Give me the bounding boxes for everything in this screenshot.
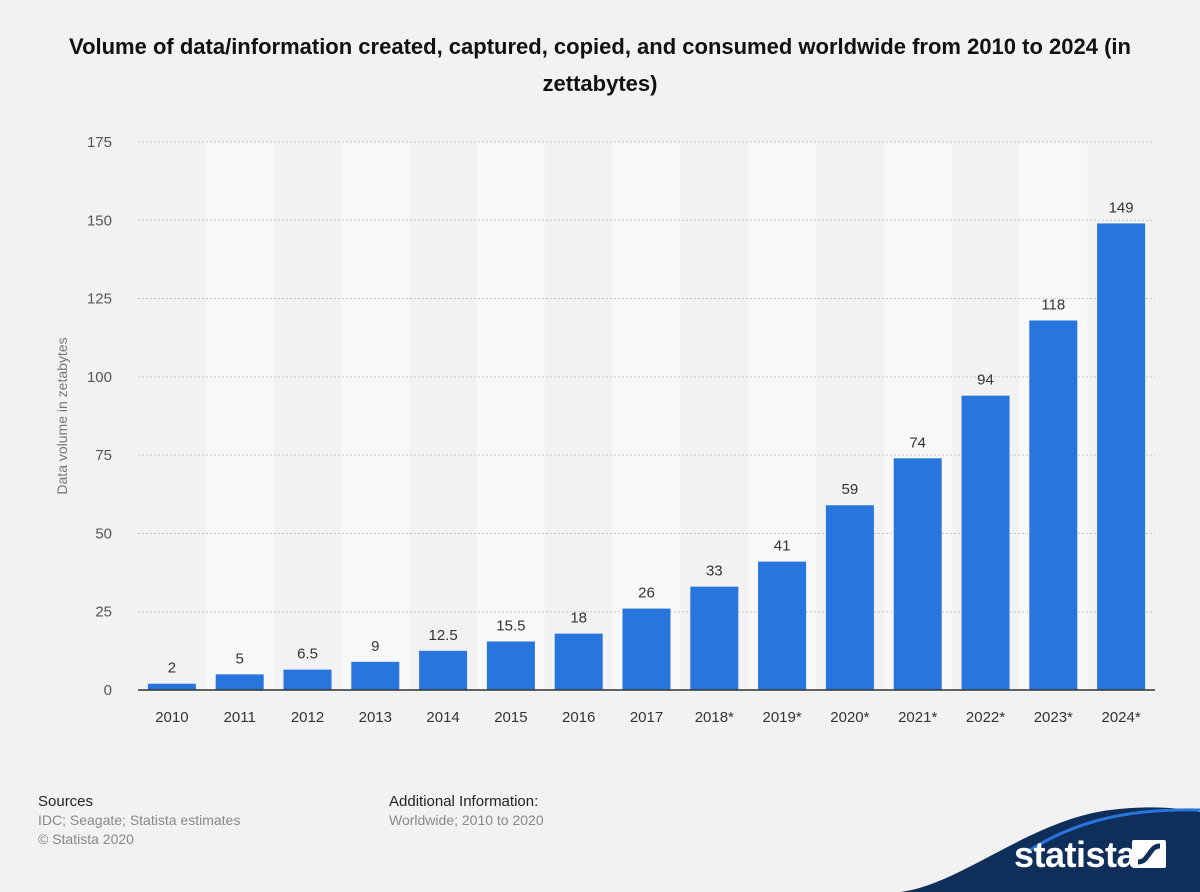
x-tick-label: 2024*: [1101, 709, 1140, 726]
x-tick-label: 2022*: [966, 709, 1005, 726]
data-label: 94: [977, 372, 994, 389]
data-label: 74: [909, 434, 926, 451]
y-tick-label: 25: [95, 604, 112, 621]
x-tick-label: 2011: [224, 709, 256, 726]
x-tick-label: 2016: [562, 709, 595, 726]
data-label: 33: [706, 563, 723, 580]
brand-wave-shape: [900, 807, 1200, 892]
data-label: 6.5: [297, 646, 318, 663]
bar-2024[interactable]: [1097, 223, 1146, 690]
data-label: 9: [371, 638, 379, 655]
x-tick-label: 2013: [359, 709, 392, 726]
y-tick-label: 75: [95, 447, 112, 464]
data-label: 118: [1041, 296, 1065, 313]
bar-2016[interactable]: [554, 633, 603, 690]
brand-banner: [900, 807, 1200, 892]
data-label: 15.5: [496, 617, 525, 634]
x-tick-label: 2020*: [830, 709, 869, 726]
brand-accent-line: [1029, 808, 1200, 852]
sources-text: IDC; Seagate; Statista estimates: [38, 812, 241, 828]
bar-2018[interactable]: [690, 586, 739, 690]
bar-2019[interactable]: [758, 561, 807, 690]
y-tick-label: 150: [87, 212, 112, 229]
bar-2012[interactable]: [283, 669, 332, 690]
bar-2023[interactable]: [1029, 320, 1078, 690]
bar-2020[interactable]: [825, 505, 874, 690]
data-label: 12.5: [428, 627, 457, 644]
data-label: 26: [638, 585, 655, 602]
bar-2021[interactable]: [893, 458, 942, 690]
data-label: 41: [774, 538, 791, 555]
additional-info-label[interactable]: Additional Information:: [389, 793, 539, 810]
data-label: 5: [236, 650, 244, 667]
x-tick-label: 2018*: [695, 709, 734, 726]
statista-logo-text[interactable]: statista: [1014, 834, 1137, 875]
bar-chart: 0 25 50 75 100 125 150 175 2 2010 5 2011 6.5 2012 9 201…: [54, 134, 1155, 726]
bar-2015[interactable]: [486, 641, 535, 690]
x-tick-label: 2012: [291, 709, 324, 726]
additional-info-block: Additional Information: Worldwide; 2010 …: [389, 792, 544, 830]
data-label: 59: [842, 481, 859, 498]
x-tick-label: 2019*: [762, 709, 801, 726]
data-label: 2: [168, 660, 176, 677]
y-tick-label: 0: [104, 682, 112, 699]
data-label: 18: [570, 610, 587, 627]
column-band: [341, 142, 410, 690]
bar-2017[interactable]: [622, 608, 671, 690]
y-tick-label: 125: [87, 291, 112, 308]
column-band: [477, 142, 545, 690]
statista-logo-icon: [1132, 840, 1166, 868]
y-tick-label: 100: [87, 369, 112, 386]
x-tick-label: 2023*: [1034, 709, 1073, 726]
x-tick-label: 2021*: [898, 709, 937, 726]
sources-block: Sources IDC; Seagate; Statista estimates…: [38, 792, 240, 849]
data-label: 149: [1109, 199, 1134, 216]
y-tick-label: 175: [87, 134, 112, 151]
sources-label[interactable]: Sources: [38, 793, 94, 810]
x-tick-label: 2014: [426, 709, 459, 726]
x-tick-label: 2010: [155, 709, 188, 726]
x-tick-label: 2015: [494, 709, 527, 726]
copyright-text: © Statista 2020: [38, 831, 134, 847]
x-tick-label: 2017: [630, 709, 663, 726]
y-tick-label: 50: [95, 525, 112, 542]
y-axis-title: Data volume in zetabytes: [54, 337, 70, 494]
column-band: [612, 142, 681, 690]
logo-icon-wave: [1137, 843, 1161, 865]
bar-2013[interactable]: [351, 661, 400, 690]
bar-2014[interactable]: [419, 650, 468, 690]
additional-info-text: Worldwide; 2010 to 2020: [389, 812, 544, 828]
bar-2022[interactable]: [961, 395, 1010, 690]
column-band: [205, 142, 274, 690]
bar-2010[interactable]: [147, 683, 196, 690]
bar-2011[interactable]: [215, 674, 264, 690]
chart-title: Volume of data/information created, capt…: [69, 34, 1131, 96]
